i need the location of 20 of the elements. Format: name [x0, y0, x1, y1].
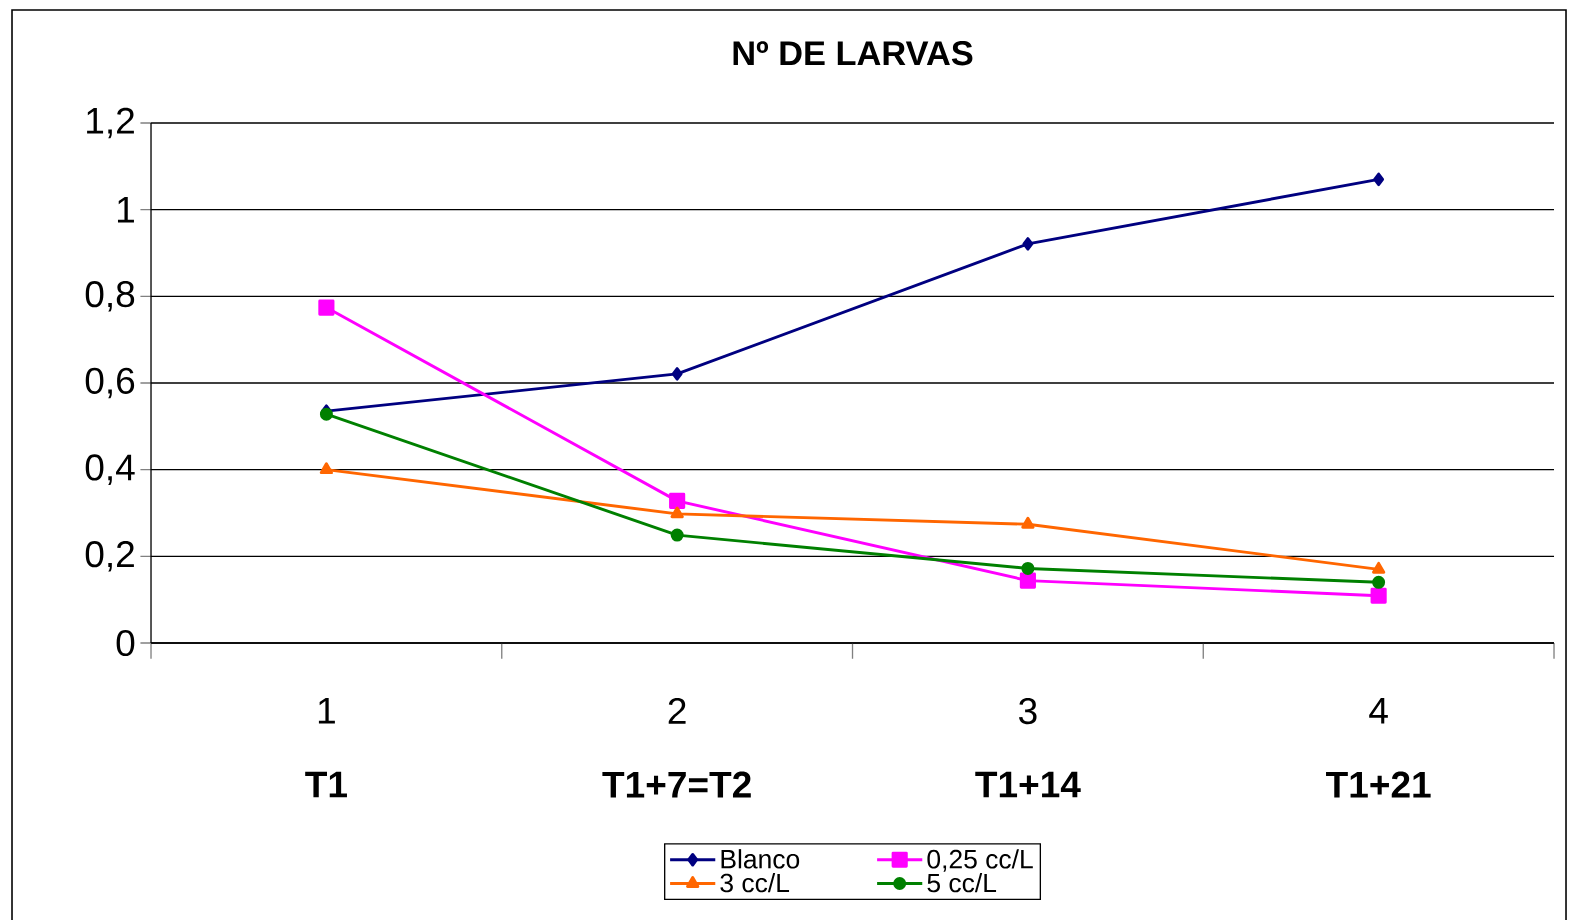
- legend-label: 3 cc/L: [720, 872, 790, 893]
- text: T1+7=T2: [602, 771, 751, 798]
- text: T1: [305, 771, 347, 798]
- y-tick-label: 0,4: [85, 454, 135, 485]
- text: T1+14: [975, 771, 1081, 798]
- x-tick-label: 1: [318, 697, 335, 724]
- y-tick-label: 0: [116, 629, 135, 657]
- x-tick-label: 2: [668, 697, 686, 724]
- y-tick-label: 1,2: [87, 107, 134, 139]
- y-tick-label: 0,6: [85, 367, 135, 399]
- x-tick-label: 4: [1369, 697, 1388, 724]
- y-tick-label: 0,8: [85, 281, 135, 312]
- text: T1+21: [1326, 771, 1431, 798]
- legend-label: Blanco: [721, 849, 800, 869]
- chart-title: Nº DE LARVAS: [733, 41, 973, 66]
- legend-label: 5 cc/L: [927, 872, 997, 893]
- x-tick-label: 3: [1019, 697, 1037, 725]
- y-tick-label: 0,2: [85, 541, 134, 572]
- y-tick-label: 1: [117, 196, 134, 223]
- legend-label: 0,25 cc/L: [927, 849, 1033, 872]
